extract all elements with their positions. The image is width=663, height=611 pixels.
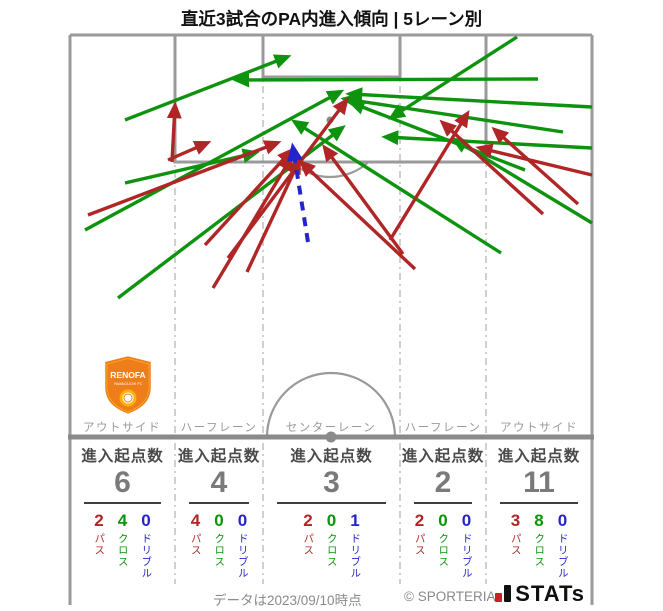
stat-total: 4 xyxy=(210,466,228,499)
stat-col-half-right: 進入起点数 2 2 パス 0 クロス 0 ドリブル xyxy=(400,444,486,579)
entry-arrow-cross xyxy=(347,100,526,172)
entry-arrow-pass xyxy=(87,140,282,217)
stat-pass-count: 3 xyxy=(510,510,521,530)
stat-dribble-count: 0 xyxy=(237,510,248,530)
stat-pass-label: パス xyxy=(302,532,315,556)
entry-arrow-cross xyxy=(387,35,518,120)
stat-total: 6 xyxy=(114,466,131,499)
stat-pass-label: パス xyxy=(189,532,202,556)
stat-cross-count: 0 xyxy=(438,510,448,530)
stat-cross-count: 4 xyxy=(117,510,128,530)
stat-metric-label: 進入起点数 xyxy=(401,448,485,465)
entry-arrow-cross xyxy=(84,89,345,232)
stat-cross-label: クロス xyxy=(213,532,226,568)
badge-shield xyxy=(102,353,154,417)
lane-label-outside-right: アウトサイド xyxy=(500,422,578,434)
badge-team-name: RENOFA xyxy=(110,370,145,380)
entry-arrow-pass xyxy=(388,109,470,241)
entry-arrow-cross xyxy=(124,54,292,122)
stat-pass-count: 4 xyxy=(190,510,201,530)
entry-arrow-dribble xyxy=(287,142,310,243)
stat-pass-count: 2 xyxy=(414,510,425,530)
entry-arrow-pass xyxy=(491,126,580,206)
stat-col-outside-left: 進入起点数 6 2 パス 4 クロス 0 ドリブル xyxy=(70,444,175,579)
penalty-area xyxy=(173,33,488,164)
stat-pass-count: 2 xyxy=(94,510,104,530)
stat-dribble-count: 0 xyxy=(557,510,568,530)
entry-arrow-cross xyxy=(124,148,260,185)
entry-arrow-pass xyxy=(475,143,593,177)
stat-cross-count: 8 xyxy=(534,510,544,530)
stat-dribble-label: ドリブル xyxy=(140,532,153,579)
stat-metric-label: 進入起点数 xyxy=(177,448,261,465)
entry-arrow-cross xyxy=(232,72,539,88)
stat-metric-label: 進入起点数 xyxy=(497,448,581,465)
stat-dribble-count: 0 xyxy=(461,510,472,530)
entry-arrow-pass xyxy=(166,101,182,163)
entry-arrows-layer xyxy=(84,35,593,300)
bar-chart-icon xyxy=(495,585,512,605)
stat-cross-label: クロス xyxy=(437,532,450,568)
lane-label-outside-left: アウトサイド xyxy=(83,422,161,434)
stat-col-half-left: 進入起点数 4 4 パス 0 クロス 0 ドリブル xyxy=(175,444,263,579)
stat-dribble-label: ドリブル xyxy=(460,532,473,579)
data-timestamp-note: データは2023/09/10時点 xyxy=(213,593,362,608)
stat-total: 3 xyxy=(323,466,340,499)
stat-dribble-label: ドリブル xyxy=(556,532,569,579)
lane-label-half-right: ハーフレーン xyxy=(404,422,482,434)
stat-cross-label: クロス xyxy=(533,532,546,568)
penalty-spot xyxy=(326,116,334,124)
team-badge: RENOFA YAMAGUCHI FC xyxy=(101,353,155,417)
entry-arrow-cross xyxy=(345,87,593,109)
badge-sun-ball-icon xyxy=(119,389,137,407)
lane-label-center: センターレーン xyxy=(285,422,377,434)
stat-col-outside-right: 進入起点数 11 3 パス 8 クロス 0 ドリブル xyxy=(486,444,592,579)
stat-pass-label: パス xyxy=(413,532,426,556)
stat-total: 2 xyxy=(434,466,452,499)
stat-total: 11 xyxy=(523,466,555,499)
entry-arrow-pass xyxy=(245,156,302,273)
stat-col-center: 進入起点数 3 2 パス 0 クロス 1 ドリブル xyxy=(263,444,400,579)
stat-pass-label: パス xyxy=(509,532,522,556)
entry-arrow-cross xyxy=(340,93,564,134)
stat-dribble-count: 1 xyxy=(350,510,360,530)
entry-arrow-cross xyxy=(450,137,593,225)
entry-arrow-pass xyxy=(226,97,349,260)
entry-arrow-pass xyxy=(211,153,294,289)
stat-dribble-label: ドリブル xyxy=(236,532,249,579)
stat-cross-label: クロス xyxy=(325,532,338,568)
badge-team-subname: YAMAGUCHI FC xyxy=(114,382,143,386)
page-title: 直近3試合のPA内進入傾向 | 5レーン別 xyxy=(180,9,483,29)
entry-arrow-cross xyxy=(290,119,502,255)
entry-arrow-pass xyxy=(203,147,295,247)
stat-pass-count: 2 xyxy=(303,510,313,530)
entry-arrow-cross xyxy=(116,125,346,300)
entry-arrow-cross xyxy=(381,130,593,150)
entry-arrow-pass xyxy=(439,119,545,216)
entry-arrow-pass xyxy=(322,144,405,256)
penalty-arc xyxy=(290,161,370,179)
stat-dribble-count: 0 xyxy=(141,510,151,530)
copyright-text: © SPORTERIA xyxy=(404,589,496,604)
stat-metric-label: 進入起点数 xyxy=(81,448,164,465)
goal-area xyxy=(261,33,402,79)
lane-label-half-left: ハーフレーン xyxy=(180,422,258,434)
stats-brand-logo: STATs xyxy=(495,583,585,605)
stat-dribble-label: ドリブル xyxy=(349,532,362,579)
stat-cross-label: クロス xyxy=(116,532,129,568)
stat-pass-label: パス xyxy=(93,532,106,556)
stat-cross-count: 0 xyxy=(214,510,224,530)
entry-arrow-pass xyxy=(298,159,417,271)
brand-wordmark: STATs xyxy=(515,581,585,606)
stat-cross-count: 0 xyxy=(326,510,337,530)
stat-metric-label: 進入起点数 xyxy=(290,448,373,465)
entry-arrow-pass xyxy=(167,141,212,162)
